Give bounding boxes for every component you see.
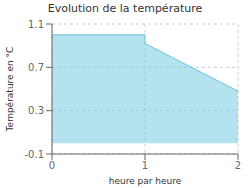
html-text:Evolution de la température: Evolution de la température: [47, 2, 203, 15]
svg-text:0.7: 0.7: [28, 62, 44, 73]
svg-text:-0.1: -0.1: [24, 149, 44, 160]
svg-text:Température en °C: Température en °C: [8, 47, 15, 133]
svg-text:2: 2: [235, 160, 241, 171]
svg-text:1.1: 1.1: [28, 19, 44, 30]
svg-text:0: 0: [49, 160, 55, 171]
svg-text:0.3: 0.3: [28, 105, 44, 116]
svg-text:1: 1: [142, 160, 148, 171]
svg-text:heure par heure: heure par heure: [109, 176, 182, 186]
